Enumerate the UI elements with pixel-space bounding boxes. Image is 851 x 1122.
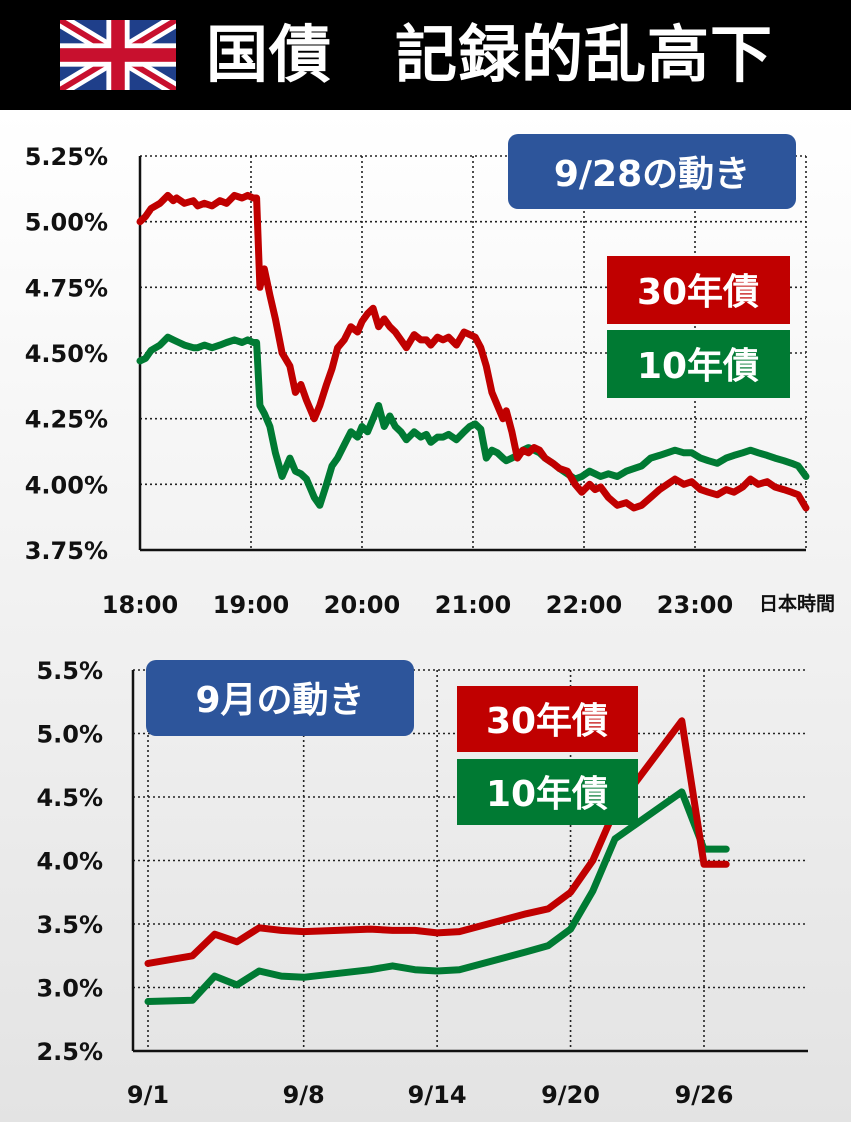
y-tick-label: 5.5%	[36, 657, 103, 685]
y-tick-label: 5.25%	[25, 143, 108, 171]
legend-10y-label: 10年債	[486, 774, 608, 815]
series-line-30y	[136, 191, 810, 512]
uk-flag-icon	[60, 20, 176, 90]
series-line-30y	[144, 717, 730, 967]
header-bar: 国債 記録的乱高下	[0, 0, 851, 110]
x-tick-label: 20:00	[324, 591, 400, 619]
x-tick-label: 9/26	[675, 1081, 734, 1109]
y-tick-label: 3.5%	[36, 911, 103, 939]
y-tick-label: 4.00%	[25, 471, 108, 499]
legend-30y-label: 30年債	[486, 701, 608, 742]
badge-label: 9/28の動き	[554, 154, 750, 195]
x-tick-label: 18:00	[102, 591, 178, 619]
badge-label: 9月の動き	[195, 680, 364, 721]
legend-10y-box	[457, 759, 638, 825]
series-line-10y	[136, 333, 810, 509]
legend-30y-box	[457, 686, 638, 752]
x-tick-label: 9/14	[408, 1081, 467, 1109]
y-tick-label: 5.0%	[36, 721, 103, 749]
x-tick-label: 9/20	[541, 1081, 600, 1109]
badge-box	[146, 660, 414, 736]
y-tick-label: 3.0%	[36, 975, 103, 1003]
x-tick-label: 21:00	[435, 591, 511, 619]
series-line-10y	[144, 788, 730, 1005]
y-tick-label: 4.5%	[36, 784, 103, 812]
y-tick-label: 5.00%	[25, 209, 108, 237]
x-tick-label: 9/8	[283, 1081, 325, 1109]
legend-10y-box	[607, 330, 790, 398]
chart-sept-28: 5.25% 5.00% 4.75% 4.50% 4.25% 4.00% 3.75% 18:00…	[25, 134, 835, 619]
page-title: 国債 記録的乱高下	[206, 18, 774, 91]
y-tick-label: 4.0%	[36, 848, 103, 876]
y-tick-label: 2.5%	[36, 1038, 103, 1066]
legend-10y-label: 10年債	[637, 346, 759, 387]
badge-box	[508, 134, 796, 209]
x-tick-label: 23:00	[657, 591, 733, 619]
y-tick-label: 4.75%	[25, 274, 108, 302]
y-tick-label: 4.25%	[25, 406, 108, 434]
x-axis-note: 日本時間	[759, 592, 835, 615]
x-tick-label: 9/1	[127, 1081, 169, 1109]
y-tick-label: 3.75%	[25, 537, 108, 565]
legend-30y-box	[607, 256, 790, 324]
x-tick-label: 19:00	[213, 591, 289, 619]
chart-september: 5.5% 5.0% 4.5% 4.0% 3.5% 3.0% 2.5% 9/1 9/8 9/14 9/…	[36, 657, 808, 1109]
x-tick-label: 22:00	[546, 591, 622, 619]
y-tick-label: 4.50%	[25, 340, 108, 368]
legend-30y-label: 30年債	[637, 272, 759, 313]
